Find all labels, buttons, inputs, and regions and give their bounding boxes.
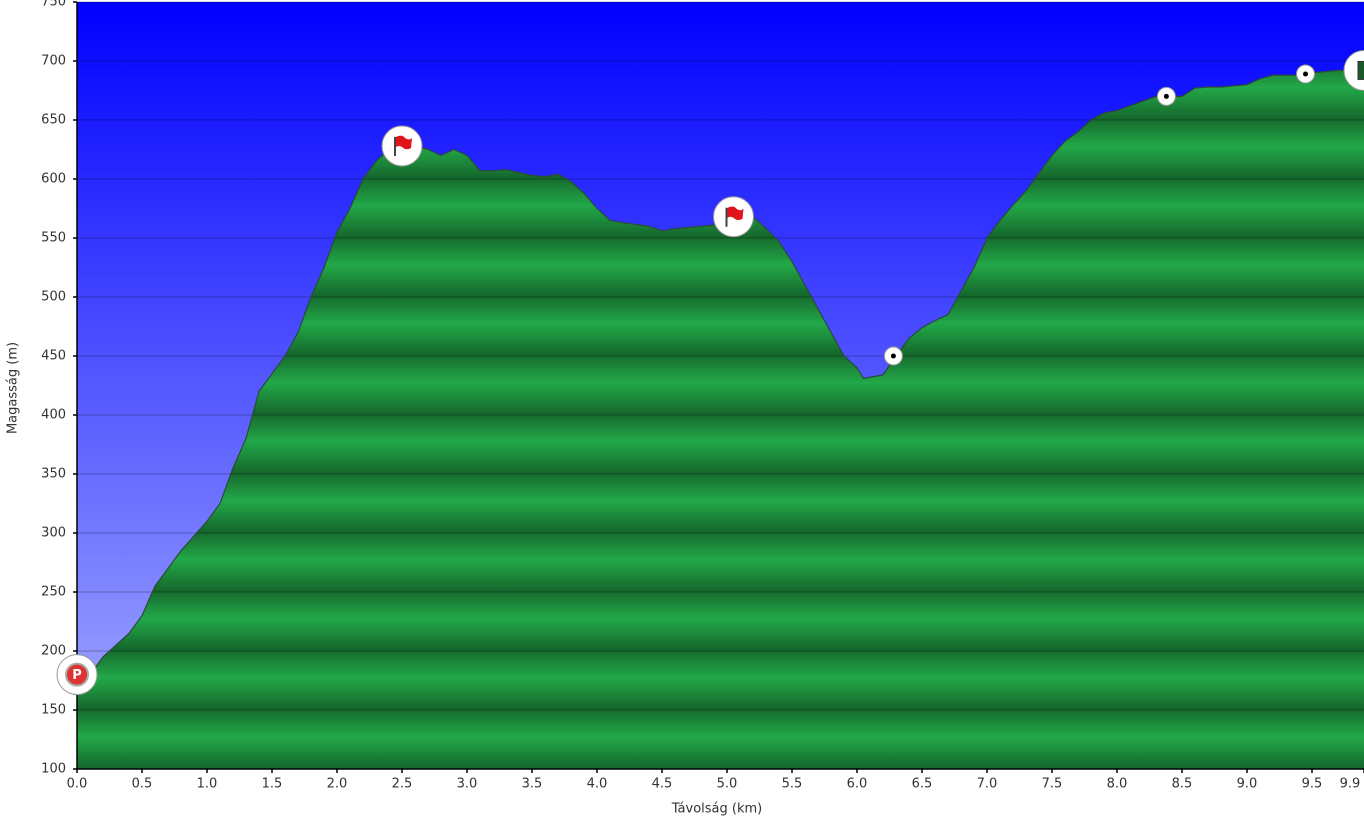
x-tick-label: 6.5	[912, 777, 933, 792]
waypoint-marker	[1296, 64, 1315, 84]
y-tick-label: 400	[41, 408, 66, 423]
y-tick-label: 450	[41, 349, 66, 364]
waypoint-marker: P	[56, 654, 98, 696]
x-tick-label: 2.0	[327, 777, 348, 792]
x-tick-label: 9.5	[1302, 777, 1323, 792]
y-tick-label: 650	[41, 113, 66, 128]
waypoint-marker	[713, 196, 754, 238]
y-tick-label: 550	[41, 231, 66, 246]
terrain-shade	[77, 70, 1364, 769]
y-tick-label: 600	[41, 172, 66, 187]
x-tick-label: 9.0	[1237, 777, 1258, 792]
x-tick-label: 3.0	[457, 777, 478, 792]
marker-circle	[1343, 49, 1364, 91]
x-tick-label: 5.0	[717, 777, 738, 792]
x-axis-title: Távolság (km)	[671, 802, 762, 817]
y-tick-label: 200	[41, 644, 66, 659]
x-tick-label: 4.0	[587, 777, 608, 792]
y-tick-label: 250	[41, 585, 66, 600]
x-tick-label: 1.0	[197, 777, 218, 792]
x-tick-label: 0.0	[67, 777, 88, 792]
x-tick-label: 9.9	[1340, 777, 1361, 792]
x-tick-label: 7.5	[1042, 777, 1063, 792]
y-tick-label: 300	[41, 526, 66, 541]
waypoint-marker	[381, 125, 423, 167]
x-tick-label: 8.0	[1107, 777, 1128, 792]
marker-sign	[1357, 60, 1364, 80]
x-tick-label: 2.5	[392, 777, 413, 792]
flag-cloth	[396, 135, 412, 150]
y-tick-label: 100	[41, 762, 66, 777]
waypoint-marker	[1156, 86, 1176, 106]
x-tick-label: 6.0	[847, 777, 868, 792]
y-tick-label: 350	[41, 467, 66, 482]
marker-p-bg	[65, 662, 89, 687]
y-tick-label: 500	[41, 290, 66, 305]
x-tick-label: 5.5	[782, 777, 803, 792]
x-tick-label: 0.5	[132, 777, 153, 792]
marker-dot	[1163, 93, 1169, 99]
marker-dot	[1303, 71, 1308, 77]
y-tick-label: 150	[41, 703, 66, 718]
marker-p-label: P	[72, 668, 82, 683]
x-tick-label: 8.5	[1172, 777, 1193, 792]
x-tick-label: 4.5	[652, 777, 673, 792]
y-axis-title: Magasság (m)	[6, 342, 21, 434]
x-tick-label: 7.0	[977, 777, 998, 792]
marker-dot	[890, 353, 896, 359]
x-tick-label: 1.5	[262, 777, 283, 792]
waypoint-marker	[883, 346, 903, 366]
y-tick-label: 700	[41, 54, 66, 69]
y-tick-label: 750	[41, 0, 66, 10]
x-tick-label: 3.5	[522, 777, 543, 792]
waypoint-marker	[1343, 49, 1364, 91]
flag-cloth	[727, 206, 744, 221]
